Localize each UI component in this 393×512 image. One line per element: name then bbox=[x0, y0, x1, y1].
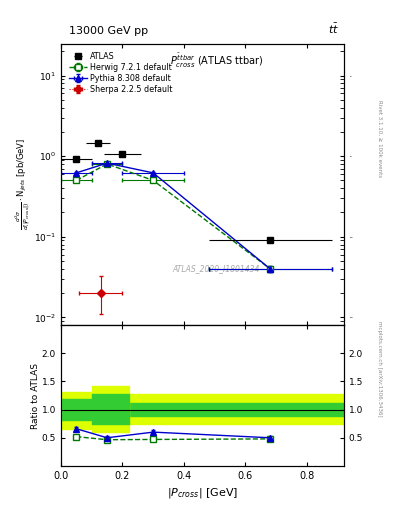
Text: $P^{\bar{t}tbar}_{cross}$ (ATLAS ttbar): $P^{\bar{t}tbar}_{cross}$ (ATLAS ttbar) bbox=[170, 52, 263, 70]
Y-axis label: Ratio to ATLAS: Ratio to ATLAS bbox=[31, 362, 40, 429]
Text: $t\bar{t}$: $t\bar{t}$ bbox=[328, 22, 339, 36]
Text: Rivet 3.1.10, ≥ 100k events: Rivet 3.1.10, ≥ 100k events bbox=[377, 100, 382, 177]
Bar bbox=[61, 394, 344, 424]
Text: ATLAS_2020_I1801434: ATLAS_2020_I1801434 bbox=[173, 264, 260, 273]
Y-axis label: $\frac{d^2\sigma}{d(|P_{cross}|)}\cdot$N$_{jets}$ [pb/GeV]: $\frac{d^2\sigma}{d(|P_{cross}|)}\cdot$N… bbox=[13, 138, 32, 230]
Bar bbox=[61, 403, 344, 416]
Text: mcplots.cern.ch [arXiv:1306.3436]: mcplots.cern.ch [arXiv:1306.3436] bbox=[377, 321, 382, 416]
Text: 13000 GeV pp: 13000 GeV pp bbox=[69, 26, 148, 36]
Legend: ATLAS, Herwig 7.2.1 default, Pythia 8.308 default, Sherpa 2.2.5 default: ATLAS, Herwig 7.2.1 default, Pythia 8.30… bbox=[68, 50, 174, 96]
X-axis label: $|P_{cross}|$ [GeV]: $|P_{cross}|$ [GeV] bbox=[167, 486, 238, 500]
